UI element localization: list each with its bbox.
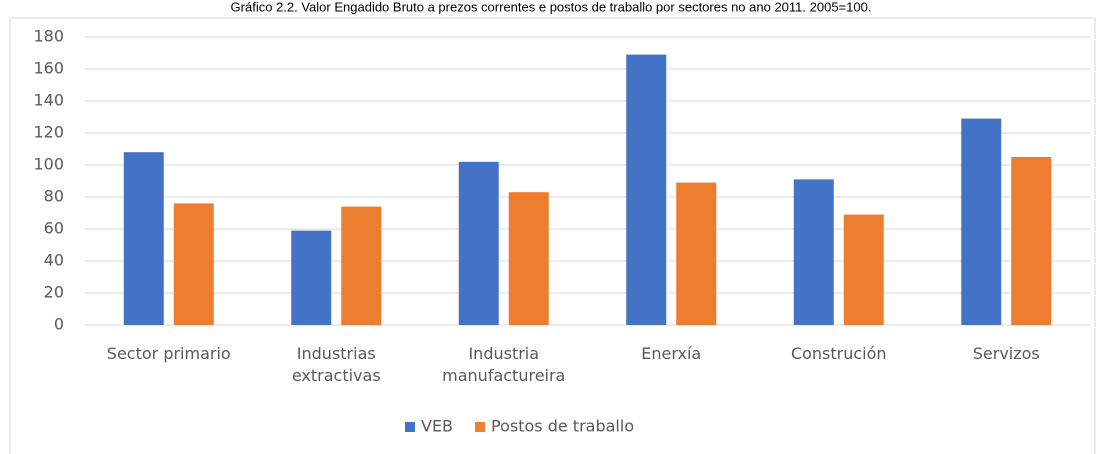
- bar: [173, 203, 214, 325]
- bar: [341, 206, 382, 325]
- bar: [458, 161, 499, 325]
- y-tick-label: 80: [44, 187, 64, 206]
- x-tick-label: Servizos: [972, 344, 1040, 363]
- chart-border: [9, 17, 1096, 454]
- y-tick-label: 120: [33, 123, 64, 142]
- bar: [843, 214, 884, 325]
- x-tick-label: Industrias extractivas: [291, 344, 381, 385]
- bar: [676, 182, 717, 325]
- y-tick-label: 140: [33, 91, 64, 110]
- y-tick-label: 60: [44, 219, 64, 238]
- legend-label: Postos de traballo: [491, 417, 634, 436]
- bar: [961, 118, 1002, 325]
- legend-swatch: [405, 422, 415, 432]
- y-tick-label: 40: [44, 251, 64, 270]
- y-tick-label: 160: [33, 59, 64, 78]
- legend-label: VEB: [421, 417, 453, 436]
- x-tick-label: Sector primario: [106, 344, 231, 363]
- x-tick-label: Industria manufactureira: [442, 344, 566, 385]
- y-tick-label: 100: [33, 155, 64, 174]
- y-tick-label: 180: [33, 27, 64, 46]
- y-tick-label: 0: [54, 315, 64, 334]
- bar: [508, 192, 549, 325]
- bar: [291, 230, 332, 325]
- legend-swatch: [475, 422, 486, 432]
- bar: [626, 54, 667, 325]
- bar: [123, 152, 164, 325]
- x-tick-label: Construción: [790, 344, 887, 363]
- bar: [1011, 157, 1052, 325]
- y-tick-label: 20: [44, 283, 64, 302]
- bar: [793, 179, 834, 325]
- chart-title: Gráfico 2.2. Valor Engadido Bruto a prez…: [231, 0, 872, 14]
- x-tick-label: Enerxía: [641, 344, 702, 363]
